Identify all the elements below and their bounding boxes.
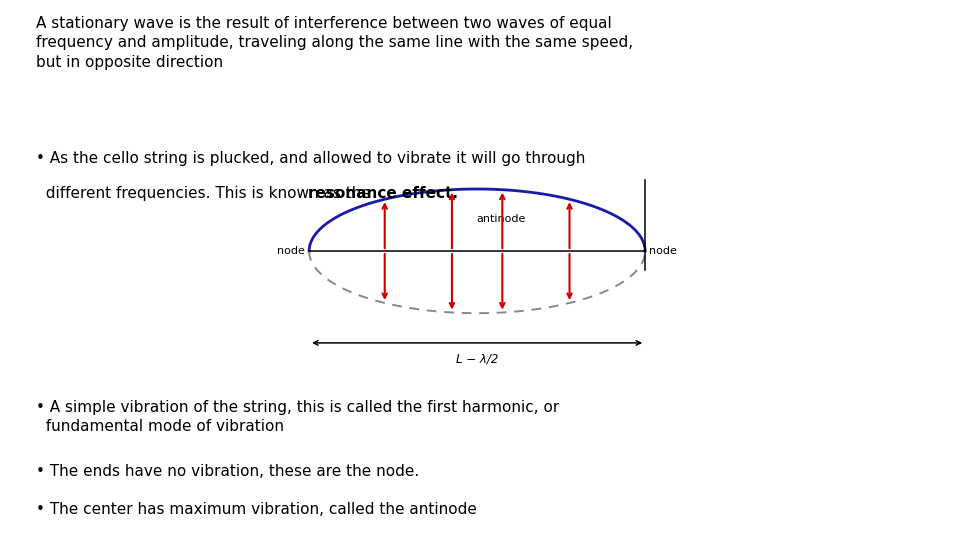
- Text: node: node: [277, 246, 305, 256]
- Text: • The center has maximum vibration, called the antinode: • The center has maximum vibration, call…: [36, 502, 477, 517]
- Text: antinode: antinode: [476, 214, 526, 224]
- Text: • A simple vibration of the string, this is called the first harmonic, or
  fund: • A simple vibration of the string, this…: [36, 400, 560, 434]
- Text: • As the cello string is plucked, and allowed to vibrate it will go through: • As the cello string is plucked, and al…: [36, 151, 586, 166]
- Text: resonance effect.: resonance effect.: [308, 186, 458, 201]
- Text: A stationary wave is the result of interference between two waves of equal
frequ: A stationary wave is the result of inter…: [36, 16, 634, 70]
- Text: different frequencies. This is known as the: different frequencies. This is known as …: [36, 186, 376, 201]
- Text: L − λ/2: L − λ/2: [456, 353, 498, 366]
- Text: • The ends have no vibration, these are the node.: • The ends have no vibration, these are …: [36, 464, 420, 480]
- Text: node: node: [649, 246, 677, 256]
